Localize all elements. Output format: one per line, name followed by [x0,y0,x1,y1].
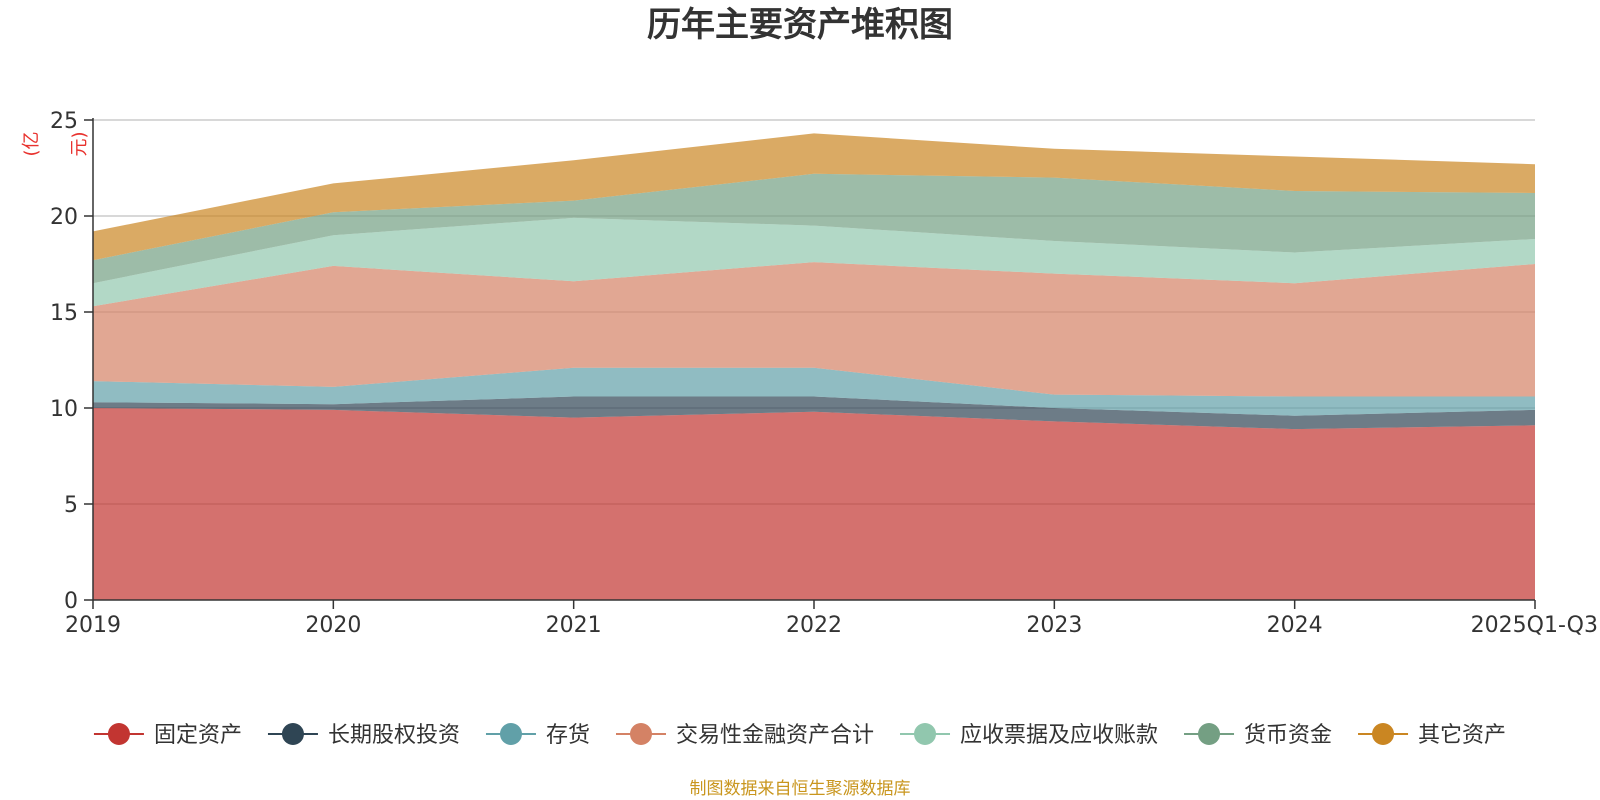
x-tick-label: 2020 [305,613,361,638]
legend-label: 交易性金融资产合计 [676,723,874,748]
x-tick-label: 2019 [65,613,121,638]
legend-item[interactable]: 其它资产 [1358,723,1506,748]
legend-marker-icon [914,723,937,745]
legend-marker-icon [281,723,304,745]
legend-label: 固定资产 [154,723,242,748]
legend-label: 应收票据及应收账款 [960,723,1158,748]
y-tick-label: 20 [50,205,78,230]
legend-label: 货币资金 [1244,723,1332,748]
legend-item[interactable]: 应收票据及应收账款 [900,723,1158,748]
source-note: 制图数据来自恒生聚源数据库 [689,779,911,799]
chart-title: 历年主要资产堆积图 [647,5,953,45]
area-series-7[interactable] [93,133,1535,261]
legend[interactable]: 固定资产 长期股权投资 存货 交易性金融资产合计 应收票据及应收账款 货币资金 其它资产 [93,723,1506,748]
legend-marker-icon [629,723,652,745]
y-tick-label: 5 [64,493,78,518]
x-tick-label: 2025Q1-Q3 [1471,613,1598,638]
legend-label: 存货 [546,723,590,748]
legend-label: 其它资产 [1418,723,1506,748]
legend-item[interactable]: 货币资金 [1184,723,1332,748]
legend-label: 长期股权投资 [328,723,460,748]
area-series-4[interactable] [93,262,1535,397]
legend-item[interactable]: 存货 [485,723,590,748]
y-tick-label: 25 [50,109,78,134]
legend-item[interactable]: 交易性金融资产合计 [615,723,874,748]
area-series-1[interactable] [93,408,1535,600]
x-tick-label: 2023 [1026,613,1082,638]
legend-marker-icon [499,723,522,745]
x-tick-label: 2024 [1267,613,1323,638]
area-series-6[interactable] [93,173,1535,284]
y-axis-unit-label: (亿元) [21,131,90,157]
x-tick-label: 2021 [546,613,602,638]
area-series-3[interactable] [93,367,1535,416]
axis-layer: 0 5 10 15 20 25 2019 2020 2021 2022 2023 2024 2025Q1… [50,109,1598,638]
area-series-2[interactable] [93,396,1535,430]
area-series-5[interactable] [93,217,1535,307]
legend-item[interactable]: 固定资产 [93,723,242,748]
area-layer [93,133,1535,600]
legend-marker-icon [1198,723,1221,745]
y-tick-label: 10 [50,397,78,422]
y-tick-label: 0 [64,589,78,614]
legend-item[interactable]: 长期股权投资 [267,723,460,748]
legend-marker-icon [107,723,130,745]
y-tick-label: 15 [50,301,78,326]
x-tick-label: 2022 [786,613,842,638]
legend-marker-icon [1372,723,1395,745]
